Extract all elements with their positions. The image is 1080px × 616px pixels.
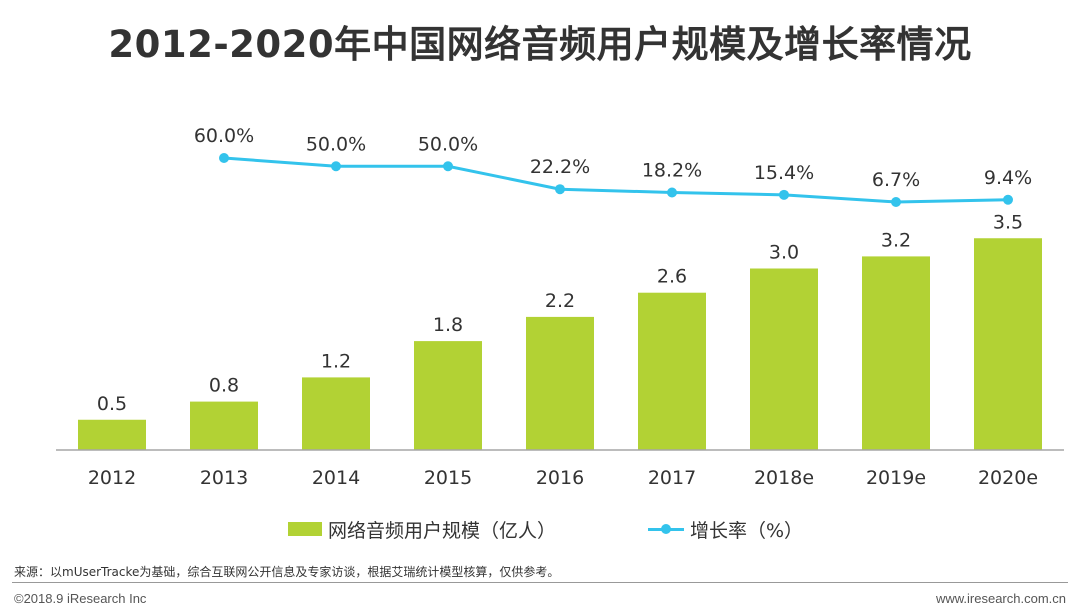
x-tick-2014: 2014 xyxy=(312,467,360,489)
legend-bar-swatch xyxy=(288,522,322,536)
x-tick-2012: 2012 xyxy=(88,467,136,489)
growth-point-2015 xyxy=(443,161,453,172)
x-tick-2015: 2015 xyxy=(424,467,472,489)
bar-2014 xyxy=(302,377,370,450)
source-note: 来源：以mUserTracke为基础，综合互联网公开信息及专家访谈，根据艾瑞统计… xyxy=(14,565,560,579)
bar-label-2013: 0.8 xyxy=(209,375,239,397)
growth-point-2013 xyxy=(219,153,229,163)
legend-line-label: 增长率（%） xyxy=(690,519,804,542)
bar-label-2015: 1.8 xyxy=(433,314,463,336)
growth-label-2016: 22.2% xyxy=(530,156,590,178)
bar-2013 xyxy=(190,401,258,450)
legend-bar-label: 网络音频用户规模（亿人） xyxy=(328,519,557,542)
growth-label-2018e: 15.4% xyxy=(754,162,814,184)
bar-2018e xyxy=(750,268,818,450)
bar-label-2018e: 3.0 xyxy=(769,242,799,264)
bar-label-2020e: 3.5 xyxy=(993,211,1023,233)
website-link[interactable]: www.iresearch.com.cn xyxy=(935,591,1066,606)
bar-2012 xyxy=(78,419,146,450)
growth-label-2015: 50.0% xyxy=(418,133,478,155)
bar-2017 xyxy=(638,292,706,450)
growth-point-2017 xyxy=(667,187,677,198)
growth-point-2014 xyxy=(331,161,341,172)
bar-label-2014: 1.2 xyxy=(321,350,351,372)
growth-label-2019e: 6.7% xyxy=(872,169,920,191)
bar-label-2012: 0.5 xyxy=(97,393,127,415)
bar-2020e xyxy=(974,238,1042,450)
x-tick-2016: 2016 xyxy=(536,467,584,489)
growth-label-2013: 60.0% xyxy=(194,125,254,147)
legend-item-user-scale: 网络音频用户规模（亿人） xyxy=(288,516,556,542)
growth-rate-line xyxy=(223,156,1009,204)
legend-line-swatch xyxy=(648,522,684,536)
legend-item-growth-rate: 增长率（%） xyxy=(648,516,803,542)
bar-label-2016: 2.2 xyxy=(545,290,575,312)
x-tick-2013: 2013 xyxy=(200,467,248,489)
bar-2019e xyxy=(862,256,930,450)
growth-point-2019e xyxy=(891,197,901,207)
x-tick-2020e: 2020e xyxy=(978,467,1038,489)
bar-label-2017: 2.6 xyxy=(657,266,687,288)
chart-title: 2012-2020年中国网络音频用户规模及增长率情况 xyxy=(108,23,972,66)
growth-point-2018e xyxy=(779,189,789,200)
bar-2016 xyxy=(526,316,594,450)
growth-point-2016 xyxy=(555,184,565,195)
growth-label-2020e: 9.4% xyxy=(984,167,1032,189)
growth-label-2017: 18.2% xyxy=(642,160,702,182)
x-tick-2018e: 2018e xyxy=(754,467,814,489)
footer-divider xyxy=(12,582,1068,583)
bar-label-2019e: 3.2 xyxy=(881,229,911,251)
growth-point-2020e xyxy=(1003,194,1013,205)
copyright-text: ©2018.9 iResearch Inc xyxy=(14,591,147,606)
x-tick-2019e: 2019e xyxy=(866,467,926,489)
bar-2015 xyxy=(414,341,482,450)
x-tick-2017: 2017 xyxy=(648,467,696,489)
growth-label-2014: 50.0% xyxy=(306,133,366,155)
